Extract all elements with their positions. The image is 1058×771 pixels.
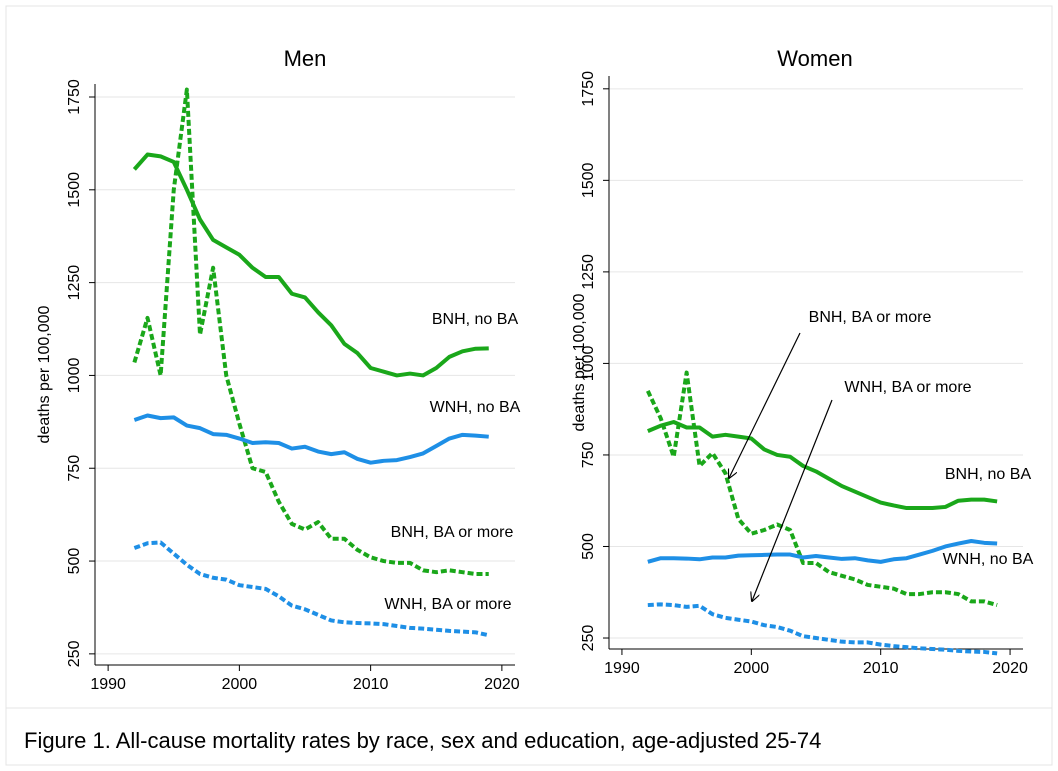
x-tick-label: 2000 bbox=[222, 676, 258, 693]
series-label: WNH, BA or more bbox=[844, 379, 971, 396]
series-label: WNH, no BA bbox=[430, 399, 521, 416]
y-tick-label: 500 bbox=[580, 533, 597, 560]
y-tick-label: 1750 bbox=[580, 71, 597, 107]
y-tick-label: 1000 bbox=[66, 358, 83, 394]
y-tick-label: 1750 bbox=[66, 79, 83, 115]
annotation-arrow bbox=[729, 332, 801, 478]
series-label: BNH, no BA bbox=[945, 466, 1032, 483]
series-label: WNH, no BA bbox=[943, 551, 1034, 568]
y-tick-label: 1250 bbox=[66, 265, 83, 301]
series-label: BNH, BA or more bbox=[809, 309, 932, 326]
y-tick-label: 500 bbox=[66, 548, 83, 575]
y-tick-label: 1250 bbox=[580, 254, 597, 290]
x-tick-label: 2020 bbox=[992, 660, 1028, 677]
annotation-arrow bbox=[752, 399, 833, 601]
x-tick-label: 2010 bbox=[863, 660, 899, 677]
caption: Figure 1. All-cause mortality rates by r… bbox=[24, 728, 821, 753]
series-line bbox=[647, 419, 998, 511]
x-tick-label: 1990 bbox=[90, 676, 126, 693]
x-tick-label: 2020 bbox=[484, 676, 520, 693]
y-tick-label: 250 bbox=[580, 625, 597, 652]
x-tick-label: 1990 bbox=[604, 660, 640, 677]
y-tick-label: 750 bbox=[580, 442, 597, 469]
y-tick-label: 250 bbox=[66, 640, 83, 667]
y-axis-label: deaths per 100,000 bbox=[571, 293, 588, 431]
series-line bbox=[647, 602, 998, 656]
y-axis-label: deaths per 100,000 bbox=[36, 305, 53, 443]
series-label: BNH, no BA bbox=[432, 311, 519, 328]
x-tick-label: 2010 bbox=[353, 676, 389, 693]
series-label: WNH, BA or more bbox=[384, 596, 511, 613]
y-tick-label: 1500 bbox=[66, 172, 83, 208]
series-line bbox=[133, 540, 490, 638]
panel-title: Men bbox=[284, 46, 327, 71]
series-line bbox=[646, 370, 998, 607]
series-line bbox=[132, 87, 489, 577]
y-tick-label: 750 bbox=[66, 455, 83, 482]
series-label: BNH, BA or more bbox=[391, 524, 514, 541]
x-tick-label: 2000 bbox=[734, 660, 770, 677]
y-tick-label: 1500 bbox=[580, 162, 597, 198]
series-line bbox=[647, 538, 998, 564]
series-line bbox=[133, 413, 489, 465]
y-tick-label: 1000 bbox=[580, 346, 597, 382]
panel-title: Women bbox=[777, 46, 852, 71]
